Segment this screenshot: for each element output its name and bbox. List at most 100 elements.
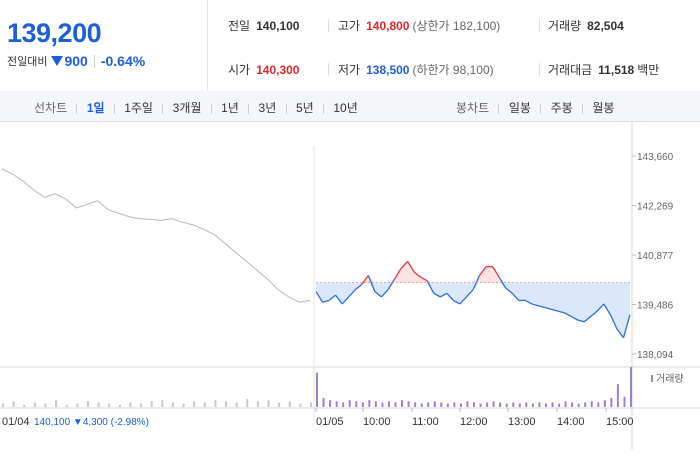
divider xyxy=(76,103,78,114)
volume-bar-today xyxy=(571,402,574,407)
volume-bar-today xyxy=(499,402,502,407)
series-line-today xyxy=(531,303,539,307)
volume-bar-prev-day xyxy=(246,399,249,407)
period-1d[interactable]: 1일 xyxy=(86,101,105,115)
period-5y[interactable]: 5년 xyxy=(295,101,314,115)
volume-bar-prev-day xyxy=(12,401,15,407)
volume-bar-today xyxy=(466,401,469,407)
series-line-today xyxy=(577,319,585,323)
series-line-today xyxy=(616,328,624,339)
volume-bar-prev-day xyxy=(288,401,291,407)
volume-bar-today xyxy=(544,403,547,407)
stat-low: 저가 138,500 (하한가 98,100) xyxy=(338,61,494,78)
change-percent: -0.64% xyxy=(100,53,146,69)
period-3m[interactable]: 3개월 xyxy=(172,101,202,115)
stat-value: 138,500 xyxy=(366,63,410,77)
volume-bar-prev-day xyxy=(193,401,196,407)
stat-value: 140,300 xyxy=(256,63,300,77)
divider xyxy=(539,19,540,32)
volume-bar-today xyxy=(427,402,430,407)
volume-bar-today xyxy=(420,403,423,407)
volume-bar-prev-day xyxy=(2,403,4,407)
candle-weekly[interactable]: 주봉 xyxy=(550,101,573,115)
volume-bar-today xyxy=(342,402,345,407)
volume-bar-today xyxy=(558,403,561,407)
period-1y[interactable]: 1년 xyxy=(221,101,239,115)
volume-bar-prev-day xyxy=(118,404,121,407)
y-tick-label: 142,269 xyxy=(637,202,674,213)
change-value: 900 xyxy=(64,53,88,69)
volume-bar-prev-day xyxy=(256,401,259,407)
volume-bar-prev-day xyxy=(44,403,47,407)
x-tick-label: 10:00 xyxy=(363,416,391,428)
volume-bar-prev-day xyxy=(129,402,132,407)
price-summary: 139,200 전일대비 900 -0.64% xyxy=(0,0,208,91)
series-line-today xyxy=(498,276,507,289)
series-line-today xyxy=(622,314,631,338)
stat-value: 140,800 xyxy=(366,19,410,33)
candle-daily[interactable]: 일봉 xyxy=(508,101,531,115)
volume-bar-today xyxy=(577,403,580,407)
y-tick-label: 139,486 xyxy=(637,301,674,312)
price-chart[interactable]: 143,660 142,269 140,877 139,486 138,094 거래량 … xyxy=(0,122,700,450)
stat-label: 저가 xyxy=(338,63,361,77)
volume-bar-today xyxy=(446,403,449,407)
series-line-today xyxy=(413,271,422,278)
divider xyxy=(498,103,500,114)
stat-prev-close: 전일 140,100 xyxy=(228,17,299,34)
volume-bar-today xyxy=(623,396,626,407)
volume-bar-today xyxy=(616,384,619,407)
volume-bar-today xyxy=(407,401,410,407)
volume-legend-swatch xyxy=(651,375,653,382)
volume-bar-today xyxy=(505,403,508,407)
series-line-today xyxy=(335,294,343,305)
series-line-today xyxy=(367,275,376,292)
y-tick-label: 140,877 xyxy=(637,251,674,262)
series-line-today xyxy=(609,314,618,330)
series-line-today xyxy=(459,296,467,305)
series-line-today xyxy=(400,260,409,269)
volume-bar-prev-day xyxy=(214,400,217,407)
y-tick-label: 138,094 xyxy=(637,350,674,361)
volume-bar-prev-day xyxy=(278,402,281,407)
series-line-today xyxy=(525,299,533,305)
period-3y[interactable]: 3년 xyxy=(258,101,277,115)
series-line-today xyxy=(348,289,356,298)
divider xyxy=(328,19,329,32)
volume-bar-today xyxy=(603,400,606,407)
volume-bar-today xyxy=(394,402,397,407)
volume-bar-today xyxy=(433,401,436,407)
lower-limit-note: (하한가 98,100) xyxy=(412,63,494,77)
x-tick-label: 14:00 xyxy=(557,416,585,428)
volume-bar-today xyxy=(387,401,390,407)
series-line-today xyxy=(393,268,402,280)
series-line-today xyxy=(328,294,337,301)
series-line-today xyxy=(564,312,572,318)
volume-bar-prev-day xyxy=(55,400,58,407)
series-line-today xyxy=(479,266,487,276)
candle-monthly[interactable]: 월봉 xyxy=(592,101,615,115)
y-tick-label: 143,660 xyxy=(637,152,674,163)
volume-bar-today xyxy=(381,402,384,407)
stat-label: 시가 xyxy=(228,63,251,77)
divider xyxy=(539,63,540,76)
period-10y[interactable]: 10년 xyxy=(333,101,358,115)
series-line-today xyxy=(387,278,396,291)
stat-value: 11,518 xyxy=(598,63,635,77)
stat-volume: 거래량 82,504 xyxy=(548,17,624,34)
volume-bar-prev-day xyxy=(76,403,79,407)
series-line-today xyxy=(322,299,330,303)
candle-chart-title: 봉차트 xyxy=(456,101,490,115)
stat-label: 거래대금 xyxy=(548,63,593,77)
period-1w[interactable]: 1주일 xyxy=(124,101,153,115)
series-line-today xyxy=(380,289,389,298)
volume-bar-today xyxy=(479,403,482,407)
volume-bar-prev-day xyxy=(33,402,36,407)
x-tick-label: 11:00 xyxy=(412,416,439,428)
prev-day-label: 01/04 xyxy=(2,416,30,428)
volume-bar-today xyxy=(322,397,325,407)
volume-bar-today xyxy=(584,402,587,407)
series-line-today xyxy=(341,296,350,305)
volume-bar-prev-day xyxy=(310,402,312,407)
volume-bar-prev-day xyxy=(171,402,174,407)
